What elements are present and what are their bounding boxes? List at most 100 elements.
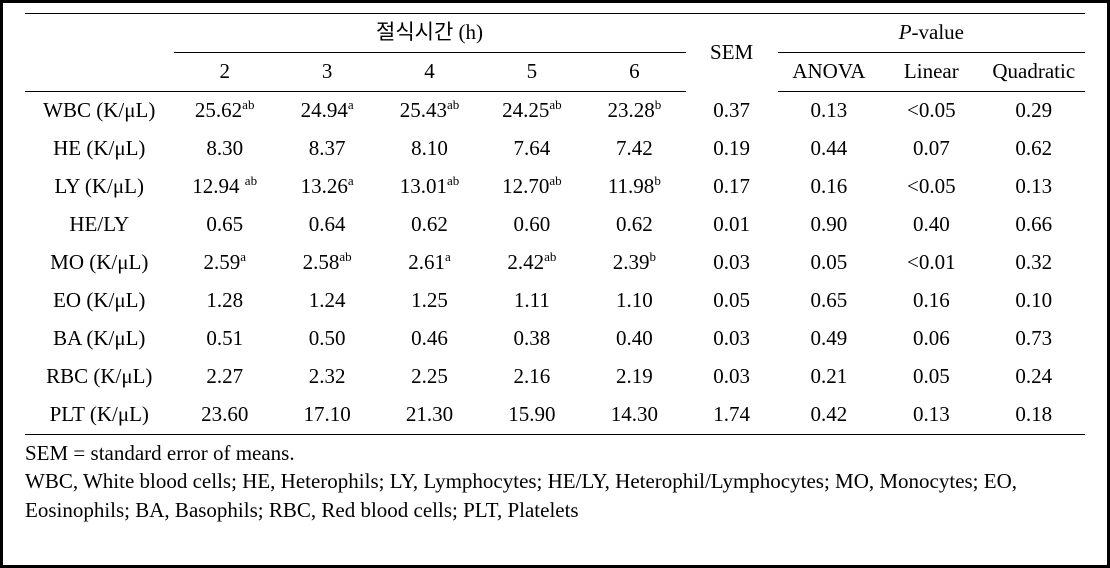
- p-cell: 0.49: [778, 320, 880, 358]
- value-cell: 2.58ab: [276, 244, 378, 282]
- value-cell: 0.51: [174, 320, 276, 358]
- header-row-2: 2 3 4 5 6 ANOVA Linear Quadratic: [25, 53, 1085, 92]
- p-cell: 0.62: [983, 130, 1085, 168]
- value-cell: 0.50: [276, 320, 378, 358]
- value-cell: 0.40: [583, 320, 685, 358]
- table-row: BA (K/μL)0.510.500.460.380.400.030.490.0…: [25, 320, 1085, 358]
- header-empty: [25, 14, 174, 53]
- value-cell: 2.61a: [378, 244, 480, 282]
- value-cell: 0.60: [481, 206, 583, 244]
- header-h-2: 4: [378, 53, 480, 92]
- value-cell: 0.64: [276, 206, 378, 244]
- header-empty-2: [25, 53, 174, 92]
- value-cell: 2.19: [583, 358, 685, 396]
- p-cell: 0.66: [983, 206, 1085, 244]
- p-cell: 0.24: [983, 358, 1085, 396]
- sem-cell: 0.37: [686, 92, 778, 131]
- sem-cell: 0.19: [686, 130, 778, 168]
- sem-cell: 0.01: [686, 206, 778, 244]
- table-row: HE (K/μL)8.308.378.107.647.420.190.440.0…: [25, 130, 1085, 168]
- p-cell: 0.10: [983, 282, 1085, 320]
- row-label: MO (K/μL): [25, 244, 174, 282]
- value-cell: 0.65: [174, 206, 276, 244]
- value-cell: 1.10: [583, 282, 685, 320]
- value-cell: 2.27: [174, 358, 276, 396]
- p-cell: 0.13: [983, 168, 1085, 206]
- row-label: BA (K/μL): [25, 320, 174, 358]
- table-body: WBC (K/μL)25.62ab24.94a25.43ab24.25ab23.…: [25, 92, 1085, 435]
- table-row: WBC (K/μL)25.62ab24.94a25.43ab24.25ab23.…: [25, 92, 1085, 131]
- value-cell: 8.30: [174, 130, 276, 168]
- value-cell: 25.43ab: [378, 92, 480, 131]
- p-cell: 0.18: [983, 396, 1085, 435]
- header-p-0: ANOVA: [778, 53, 880, 92]
- value-cell: 1.24: [276, 282, 378, 320]
- value-cell: 1.11: [481, 282, 583, 320]
- p-cell: 0.29: [983, 92, 1085, 131]
- row-label: HE (K/μL): [25, 130, 174, 168]
- p-cell: <0.05: [880, 168, 982, 206]
- p-cell: <0.01: [880, 244, 982, 282]
- value-cell: 13.01ab: [378, 168, 480, 206]
- p-cell: 0.90: [778, 206, 880, 244]
- p-cell: 0.05: [880, 358, 982, 396]
- header-h-4: 6: [583, 53, 685, 92]
- header-h-0: 2: [174, 53, 276, 92]
- p-cell: 0.21: [778, 358, 880, 396]
- value-cell: 0.62: [378, 206, 480, 244]
- value-cell: 13.26a: [276, 168, 378, 206]
- header-row-1: 절식시간 (h) SEM P-value: [25, 14, 1085, 53]
- p-cell: 0.16: [778, 168, 880, 206]
- value-cell: 2.25: [378, 358, 480, 396]
- value-cell: 8.37: [276, 130, 378, 168]
- p-cell: <0.05: [880, 92, 982, 131]
- row-label: WBC (K/μL): [25, 92, 174, 131]
- footnote-row: SEM = standard error of means.WBC, White…: [25, 435, 1085, 525]
- value-cell: 24.25ab: [481, 92, 583, 131]
- value-cell: 11.98b: [583, 168, 685, 206]
- value-cell: 2.42ab: [481, 244, 583, 282]
- value-cell: 14.30: [583, 396, 685, 435]
- value-cell: 2.16: [481, 358, 583, 396]
- p-cell: 0.32: [983, 244, 1085, 282]
- value-cell: 12.70ab: [481, 168, 583, 206]
- p-cell: 0.65: [778, 282, 880, 320]
- value-cell: 17.10: [276, 396, 378, 435]
- sem-cell: 0.03: [686, 358, 778, 396]
- value-cell: 1.28: [174, 282, 276, 320]
- sem-cell: 0.03: [686, 244, 778, 282]
- table-frame: 절식시간 (h) SEM P-value 2 3 4 5 6 ANOVA Lin…: [0, 0, 1110, 568]
- header-pvalue-rest: -value: [912, 20, 964, 44]
- table-row: PLT (K/μL)23.6017.1021.3015.9014.301.740…: [25, 396, 1085, 435]
- header-pvalue-group: P-value: [778, 14, 1085, 53]
- table-row: MO (K/μL)2.59a2.58ab2.61a2.42ab2.39b0.03…: [25, 244, 1085, 282]
- table-row: RBC (K/μL)2.272.322.252.162.190.030.210.…: [25, 358, 1085, 396]
- p-cell: 0.73: [983, 320, 1085, 358]
- value-cell: 2.59a: [174, 244, 276, 282]
- value-cell: 0.38: [481, 320, 583, 358]
- p-cell: 0.06: [880, 320, 982, 358]
- sem-cell: 0.05: [686, 282, 778, 320]
- value-cell: 0.46: [378, 320, 480, 358]
- row-label: PLT (K/μL): [25, 396, 174, 435]
- value-cell: 2.39b: [583, 244, 685, 282]
- sem-cell: 1.74: [686, 396, 778, 435]
- value-cell: 8.10: [378, 130, 480, 168]
- value-cell: 15.90: [481, 396, 583, 435]
- header-h-3: 5: [481, 53, 583, 92]
- table-row: EO (K/μL)1.281.241.251.111.100.050.650.1…: [25, 282, 1085, 320]
- p-cell: 0.16: [880, 282, 982, 320]
- header-h-1: 3: [276, 53, 378, 92]
- sem-cell: 0.17: [686, 168, 778, 206]
- value-cell: 21.30: [378, 396, 480, 435]
- header-sem: SEM: [686, 14, 778, 92]
- row-label: HE/LY: [25, 206, 174, 244]
- table-row: LY (K/μL)12.94 ab13.26a13.01ab12.70ab11.…: [25, 168, 1085, 206]
- p-cell: 0.13: [778, 92, 880, 131]
- row-label: EO (K/μL): [25, 282, 174, 320]
- value-cell: 1.25: [378, 282, 480, 320]
- value-cell: 7.64: [481, 130, 583, 168]
- value-cell: 2.32: [276, 358, 378, 396]
- data-table: 절식시간 (h) SEM P-value 2 3 4 5 6 ANOVA Lin…: [25, 13, 1085, 524]
- p-cell: 0.42: [778, 396, 880, 435]
